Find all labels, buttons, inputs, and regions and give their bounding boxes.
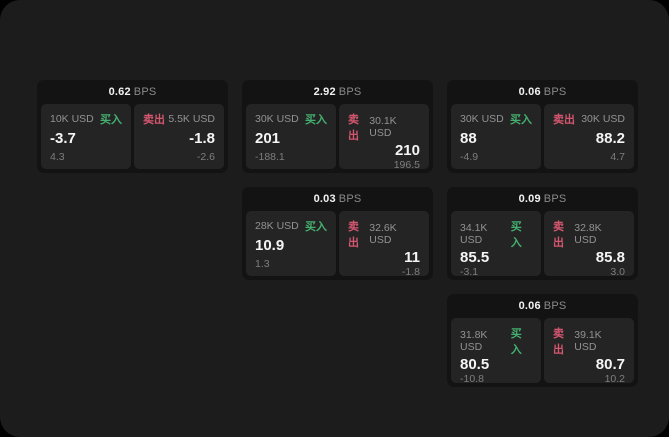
buy-price: 201 bbox=[255, 130, 281, 147]
bps-unit: BPS bbox=[133, 86, 157, 98]
sell-price: 210 bbox=[394, 142, 420, 159]
quote-panels: 30K USD 买入 201 -188.1 卖出 30.1K USD 210 1… bbox=[242, 104, 433, 173]
sell-amount: 5.5K USD bbox=[168, 113, 215, 125]
card-header: 0.06 BPS bbox=[447, 80, 638, 104]
buy-change: -4.9 bbox=[460, 151, 479, 163]
buy-amount: 10K USD bbox=[50, 113, 94, 125]
buy-price: 10.9 bbox=[255, 237, 285, 254]
buy-change: 1.3 bbox=[255, 258, 270, 270]
buy-change: -3.1 bbox=[460, 266, 479, 278]
buy-panel[interactable]: 30K USD 买入 88 -4.9 bbox=[451, 104, 541, 169]
quote-panels: 28K USD 买入 10.9 1.3 卖出 32.6K USD 11 -1.8 bbox=[242, 211, 433, 280]
buy-panel[interactable]: 10K USD 买入 -3.7 4.3 bbox=[41, 104, 131, 169]
quote-card-4: 0.03 BPS 28K USD 买入 10.9 1.3 卖出 32.6K USD… bbox=[242, 187, 433, 280]
sell-panel[interactable]: 卖出 5.5K USD -1.8 -2.6 bbox=[134, 104, 224, 169]
sell-change: 3.0 bbox=[610, 266, 625, 278]
sell-amount: 30K USD bbox=[581, 113, 625, 125]
buy-price: 88 bbox=[460, 130, 477, 147]
buy-panel[interactable]: 34.1K USD 买入 85.5 -3.1 bbox=[451, 211, 541, 278]
buy-amount: 30K USD bbox=[460, 113, 504, 125]
quote-card-3: 0.06 BPS 30K USD 买入 88 -4.9 卖出 30K USD 88… bbox=[447, 80, 638, 173]
buy-label: 买入 bbox=[510, 221, 522, 249]
quote-card-1: 0.62 BPS 10K USD 买入 -3.7 4.3 卖出 5.5K USD … bbox=[37, 80, 228, 173]
buy-panel[interactable]: 31.8K USD 买入 80.5 -10.8 bbox=[451, 318, 541, 385]
bps-unit: BPS bbox=[338, 86, 362, 98]
quote-card-6: 0.06 BPS 31.8K USD 买入 80.5 -10.8 卖出 39.1K… bbox=[447, 294, 638, 387]
sell-amount: 32.6K USD bbox=[369, 222, 397, 246]
bps-unit: BPS bbox=[543, 300, 567, 312]
buy-panel[interactable]: 30K USD 买入 201 -188.1 bbox=[246, 104, 336, 169]
buy-label: 买入 bbox=[305, 114, 327, 126]
buy-amount: 30K USD bbox=[255, 113, 299, 125]
buy-price: 85.5 bbox=[460, 249, 490, 266]
sell-label: 卖出 bbox=[348, 221, 359, 249]
sell-panel[interactable]: 卖出 30K USD 88.2 4.7 bbox=[544, 104, 634, 169]
sell-panel[interactable]: 卖出 39.1K USD 80.7 10.2 bbox=[544, 318, 634, 385]
card-header: 0.03 BPS bbox=[242, 187, 433, 211]
quote-panels: 34.1K USD 买入 85.5 -3.1 卖出 32.8K USD 85.8… bbox=[447, 211, 638, 280]
sell-price: -1.8 bbox=[189, 130, 215, 147]
bps-unit: BPS bbox=[338, 193, 362, 205]
buy-label: 买入 bbox=[510, 328, 522, 356]
quote-card-5: 0.09 BPS 34.1K USD 买入 85.5 -3.1 卖出 32.8K … bbox=[447, 187, 638, 280]
sell-price: 11 bbox=[404, 249, 420, 266]
bps-value: 0.09 bbox=[518, 193, 541, 205]
card-header: 0.06 BPS bbox=[447, 294, 638, 318]
buy-price: 80.5 bbox=[460, 356, 490, 373]
bps-value: 0.03 bbox=[313, 193, 336, 205]
sell-label: 卖出 bbox=[553, 328, 564, 356]
buy-label: 买入 bbox=[100, 114, 122, 126]
sell-label: 卖出 bbox=[143, 114, 165, 126]
card-header: 0.09 BPS bbox=[447, 187, 638, 211]
quote-panels: 31.8K USD 买入 80.5 -10.8 卖出 39.1K USD 80.… bbox=[447, 318, 638, 387]
sell-label: 卖出 bbox=[553, 114, 575, 126]
buy-price: -3.7 bbox=[50, 130, 76, 147]
sell-price: 85.8 bbox=[595, 249, 625, 266]
buy-label: 买入 bbox=[305, 221, 327, 233]
bps-unit: BPS bbox=[543, 193, 567, 205]
buy-amount: 31.8K USD bbox=[460, 329, 488, 353]
sell-change: 196.5 bbox=[393, 159, 420, 171]
buy-change: -188.1 bbox=[255, 151, 285, 163]
buy-panel[interactable]: 28K USD 买入 10.9 1.3 bbox=[246, 211, 336, 276]
sell-change: -2.6 bbox=[196, 151, 215, 163]
buy-amount: 28K USD bbox=[255, 220, 299, 232]
quote-card-2: 2.92 BPS 30K USD 买入 201 -188.1 卖出 30.1K U… bbox=[242, 80, 433, 173]
buy-amount: 34.1K USD bbox=[460, 222, 488, 246]
sell-label: 卖出 bbox=[348, 114, 359, 142]
sell-change: 10.2 bbox=[604, 373, 625, 385]
bps-value: 2.92 bbox=[313, 86, 336, 98]
bps-value: 0.06 bbox=[518, 300, 541, 312]
sell-panel[interactable]: 卖出 32.6K USD 11 -1.8 bbox=[339, 211, 429, 278]
sell-label: 卖出 bbox=[553, 221, 564, 249]
buy-change: 4.3 bbox=[50, 151, 65, 163]
card-header: 2.92 BPS bbox=[242, 80, 433, 104]
sell-price: 80.7 bbox=[595, 356, 625, 373]
sell-price: 88.2 bbox=[595, 130, 625, 147]
sell-amount: 39.1K USD bbox=[574, 329, 602, 353]
card-header: 0.62 BPS bbox=[37, 80, 228, 104]
sell-change: 4.7 bbox=[610, 151, 625, 163]
buy-label: 买入 bbox=[510, 114, 532, 126]
sell-amount: 30.1K USD bbox=[369, 115, 397, 139]
sell-change: -1.8 bbox=[401, 266, 420, 278]
sell-panel[interactable]: 卖出 30.1K USD 210 196.5 bbox=[339, 104, 429, 171]
sell-panel[interactable]: 卖出 32.8K USD 85.8 3.0 bbox=[544, 211, 634, 278]
bps-unit: BPS bbox=[543, 86, 567, 98]
quote-panels: 30K USD 买入 88 -4.9 卖出 30K USD 88.2 4.7 bbox=[447, 104, 638, 173]
bps-value: 0.62 bbox=[108, 86, 131, 98]
buy-change: -10.8 bbox=[460, 373, 484, 385]
bps-value: 0.06 bbox=[518, 86, 541, 98]
sell-amount: 32.8K USD bbox=[574, 222, 602, 246]
quote-panels: 10K USD 买入 -3.7 4.3 卖出 5.5K USD -1.8 -2.… bbox=[37, 104, 228, 173]
